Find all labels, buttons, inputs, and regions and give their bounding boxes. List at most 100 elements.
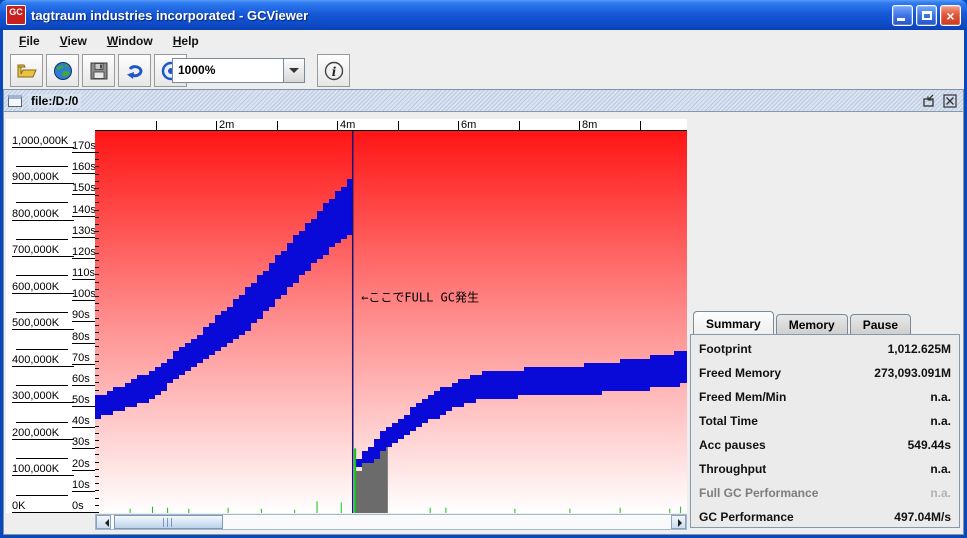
axis-label: 200,000K (12, 427, 74, 440)
summary-row: GC Performance 497.04M/s (691, 505, 959, 529)
axis-label: 600,000K (12, 281, 74, 294)
edge-tick (95, 375, 99, 376)
frame-restore-button[interactable] (919, 93, 937, 109)
internal-frame: file:/D:/0 (3, 89, 964, 535)
axis-minor-tick (16, 275, 68, 277)
edge-tick (95, 346, 99, 347)
internal-frame-titlebar[interactable]: file:/D:/0 (4, 90, 963, 112)
summary-value: n.a. (930, 414, 951, 428)
scroll-right-button[interactable] (671, 515, 686, 529)
scrollbar-thumb[interactable] (114, 515, 223, 529)
summary-value: n.a. (930, 390, 951, 404)
zoom-value: 1000% (178, 63, 216, 77)
edge-tick (95, 260, 99, 261)
edge-tick (95, 181, 99, 182)
summary-row: Acc pauses 549.44s (691, 433, 959, 457)
ruler-tick (397, 121, 399, 130)
summary-row: Freed Mem/Min n.a. (691, 385, 959, 409)
minimize-button[interactable] (892, 4, 913, 26)
memory-time-axis: 1,000,000K 900,000K 800,000K 700,000K 600,00… (6, 119, 99, 513)
open-file-button[interactable] (10, 54, 43, 87)
edge-tick (95, 454, 99, 455)
edge-tick (95, 296, 99, 297)
scrollbar-grip-icon (162, 518, 175, 527)
summary-row: Throughput n.a. (691, 457, 959, 481)
summary-label: Full GC Performance (699, 486, 819, 500)
axis-label: 40s (72, 415, 99, 429)
edge-tick (95, 152, 99, 153)
summary-label: Total Time (699, 414, 758, 428)
horizontal-scrollbar[interactable] (95, 514, 687, 530)
summary-value: 549.44s (907, 438, 951, 452)
edge-tick (95, 382, 99, 383)
app-logo-icon: GC (6, 5, 26, 25)
menu-file[interactable]: File (19, 34, 40, 48)
edge-tick (95, 440, 99, 441)
edge-tick (95, 289, 99, 290)
export-button[interactable] (82, 54, 115, 87)
summary-value: n.a. (930, 462, 951, 476)
edge-tick (95, 238, 99, 239)
edge-tick (95, 318, 99, 319)
summary-row: Footprint 1,012.625M (691, 337, 959, 361)
menu-help[interactable]: Help (172, 34, 199, 48)
edge-tick (95, 498, 99, 499)
window-title: tagtraum industries incorporated - GCVie… (31, 7, 309, 23)
edge-tick (95, 476, 99, 477)
ruler-label: 4m (340, 119, 356, 131)
frame-close-button[interactable] (941, 93, 959, 109)
edge-tick (95, 246, 99, 247)
summary-row: Total Time n.a. (691, 409, 959, 433)
ruler-tick (579, 121, 580, 130)
axis-label: 110s (72, 267, 99, 281)
axis-label: 800,000K (12, 208, 74, 221)
maximize-button[interactable] (916, 4, 937, 26)
menu-view[interactable]: View (59, 34, 87, 48)
axis-minor-tick (16, 312, 68, 314)
edge-tick (95, 325, 99, 326)
axis-label: 80s (72, 331, 99, 344)
used-heap-area (355, 447, 388, 513)
ruler-tick (458, 121, 459, 130)
refresh-button[interactable] (118, 54, 151, 87)
heap-band-before-full-gc (95, 175, 353, 419)
edge-tick (95, 354, 99, 355)
edge-tick (95, 512, 99, 513)
edge-tick (95, 462, 99, 463)
frame-close-icon (943, 93, 957, 108)
edge-tick (95, 332, 99, 333)
edge-tick (95, 339, 99, 340)
summary-row: Freed Memory 273,093.091M (691, 361, 959, 385)
globe-icon (53, 61, 72, 80)
stats-panel: Summary Memory Pause Footprint 1,012.625M Fr… (690, 311, 960, 528)
open-url-button[interactable] (46, 54, 79, 87)
axis-minor-tick (16, 458, 68, 460)
axis-label: 70s (72, 352, 99, 365)
edge-tick (95, 483, 99, 484)
scroll-left-button[interactable] (96, 515, 111, 529)
tab-summary[interactable]: Summary (693, 311, 774, 334)
close-button[interactable]: × (940, 4, 961, 26)
combobox-dropdown-button[interactable] (283, 59, 304, 82)
axis-minor-tick (16, 238, 68, 240)
about-button[interactable]: i (317, 54, 350, 87)
axis-label: 700,000K (12, 244, 74, 258)
zoom-combobox[interactable]: 1000% (172, 58, 305, 83)
toolbar: 1000% i (3, 52, 964, 89)
window-titlebar[interactable]: GC tagtraum industries incorporated - GC… (0, 0, 967, 30)
edge-tick (95, 202, 99, 203)
ruler-tick (518, 121, 520, 130)
menu-window[interactable]: Window (106, 34, 153, 48)
tab-memory[interactable]: Memory (775, 314, 848, 334)
edge-tick (95, 195, 99, 196)
edge-tick (95, 368, 99, 369)
edge-tick (95, 282, 99, 283)
axis-label: 400,000K (12, 354, 74, 367)
edge-tick (95, 303, 99, 304)
edge-tick (95, 469, 99, 470)
tab-pause[interactable]: Pause (849, 314, 912, 334)
desktop-pane: file:/D:/0 (3, 89, 964, 535)
window-body: File View Window Help (3, 30, 964, 535)
gc-chart-canvas: ←ここでFULL GC発生 (95, 131, 687, 513)
